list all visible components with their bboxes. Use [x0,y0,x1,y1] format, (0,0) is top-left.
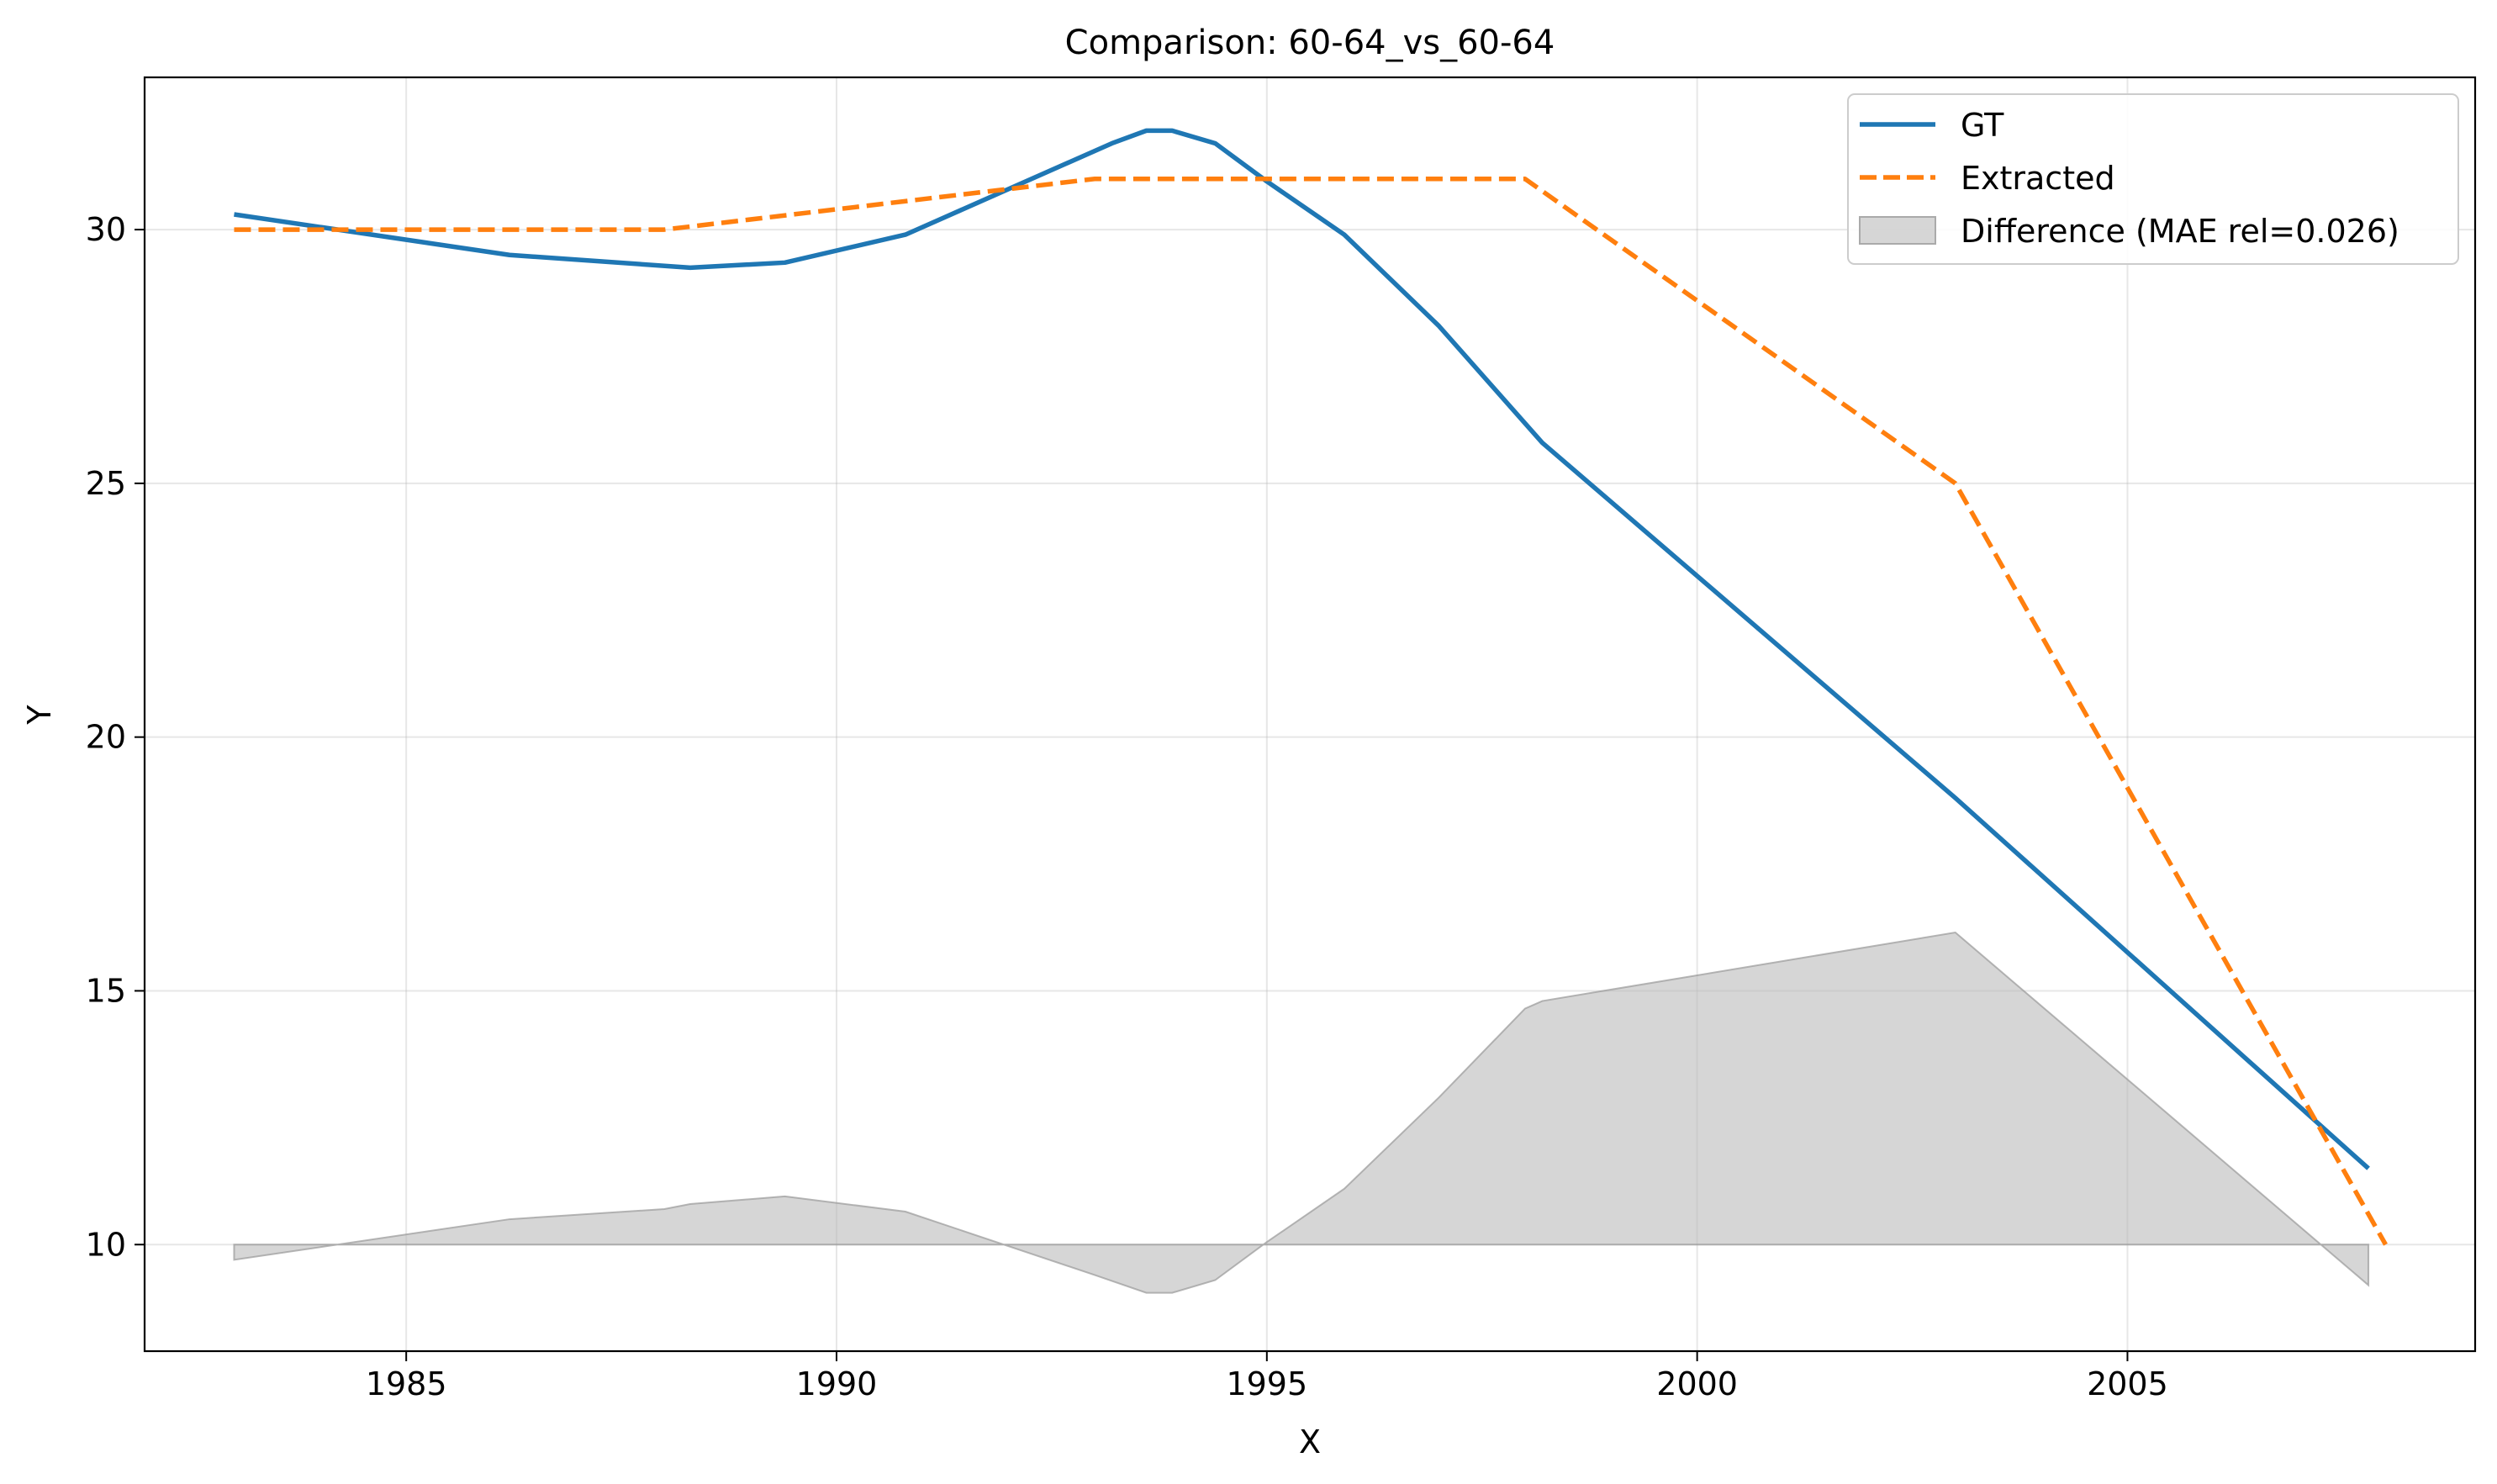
x-tick-label: 1985 [366,1365,447,1402]
plot-frame [143,76,2477,1353]
y-tick-label: 10 [86,1226,126,1263]
difference-area [233,931,2370,1294]
x-tick-label: 1990 [796,1365,878,1402]
legend-difference-swatch [1859,216,1936,245]
legend-difference-label: Difference (MAE rel=0.026) [1961,213,2399,250]
legend-gt-label: GT [1961,107,2004,144]
y-tick-label: 30 [86,211,126,248]
x-tick-label: 2005 [2087,1365,2168,1402]
y-tick-label: 20 [86,719,126,756]
legend: GT Extracted Difference (MAE rel=0.026) [1847,93,2459,265]
x-axis-ticks: 1985 1990 1995 2000 2005 [366,1351,2168,1402]
series-lines-layer [234,128,2388,1246]
x-axis-label: X [1299,1423,1321,1460]
y-axis-ticks: 10 15 20 25 30 [86,211,145,1263]
legend-box [1847,93,2459,265]
extracted-series-line [234,176,2388,1246]
chart-title: Comparison: 60-64_vs_60-64 [1065,24,1555,62]
y-axis-label: Y [21,705,58,726]
y-tick-label: 15 [86,972,126,1009]
x-tick-label: 2000 [1656,1365,1738,1402]
difference-area-layer [233,931,2370,1294]
x-tick-label: 1995 [1226,1365,1307,1402]
gt-series-line [234,128,2370,1170]
y-tick-label: 25 [86,465,126,502]
legend-extracted-label: Extracted [1961,160,2115,197]
